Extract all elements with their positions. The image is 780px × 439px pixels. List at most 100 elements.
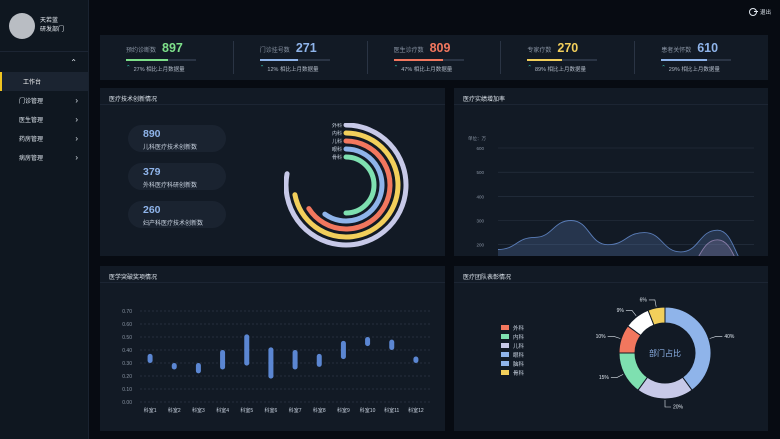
arrow-up-icon: ⌃ (527, 65, 532, 71)
sidebar: 天若蓝 研发部门 ⌃ 工作台 门诊管理 › 医生管理 › 药房管理 › 病房管理… (0, 0, 89, 439)
nav-item-workbench[interactable]: 工作台 (0, 72, 88, 91)
y-tick-label: 0.00 (122, 400, 132, 406)
donut-leader-line (664, 400, 671, 408)
y-tick-label: 0.30 (122, 361, 132, 367)
radial-label: 眼科 (332, 146, 342, 153)
radial-bar (284, 123, 409, 248)
range-bar (389, 339, 395, 350)
donut-leader-line (607, 336, 621, 339)
legend-label: 眼科 (513, 352, 525, 359)
kpi-pediatrics: 890 儿科医疗技术创新数 (128, 125, 226, 152)
nav-item-doctors[interactable]: 医生管理 › (0, 110, 88, 129)
chevron-right-icon: › (75, 96, 78, 105)
radial-bar (343, 154, 377, 216)
user-name: 天若蓝 (40, 17, 59, 24)
chevron-up-icon[interactable]: ⌃ (70, 57, 77, 67)
chevron-right-icon: › (75, 153, 78, 162)
stat-progress (661, 59, 732, 61)
stat-progress (126, 59, 196, 61)
legend-swatch (501, 370, 509, 375)
stat-value: 270 (557, 41, 579, 55)
stat-progress-fill (126, 59, 168, 61)
x-tick-label: 科室11 (384, 407, 399, 414)
arrow-up-icon: ⌃ (661, 65, 666, 71)
radial-label: 内科 (332, 130, 342, 137)
y-tick-label: 200 (476, 243, 484, 248)
chevron-right-icon: › (75, 115, 78, 124)
stat-label: 专家疗数 (527, 48, 552, 54)
stat-progress-fill (527, 59, 563, 61)
stat-progress-fill (661, 59, 707, 61)
stat-value: 809 (429, 41, 451, 55)
panel-title: 医疗团队表彰情况 (454, 266, 768, 283)
team-panel: 医疗团队表彰情况 外科 内科 儿科 眼科 脑科 骨科 40% 20% 15% 10% 9% 6% 部门… (454, 266, 768, 431)
x-tick-label: 科室12 (408, 407, 424, 414)
donut-slice (647, 306, 666, 326)
range-bar (171, 363, 177, 370)
range-bar (365, 337, 371, 347)
kpi-surgery: 379 外科医疗科研创新数 (128, 163, 226, 190)
stat-progress (393, 59, 464, 61)
legend-swatch (501, 325, 509, 330)
y-tick-label: 0.40 (122, 348, 132, 354)
nav-item-pharmacy[interactable]: 药房管理 › (0, 129, 88, 148)
legend-swatch (501, 352, 509, 357)
stat-label: 预约诊断数 (126, 48, 157, 54)
x-tick-label: 科室3 (192, 407, 205, 414)
range-bar (244, 334, 250, 366)
growth-panel: 医疗实绩增加率 单位：万0100200300400500600201020112… (454, 88, 768, 256)
stat-progress-fill (393, 59, 443, 61)
range-bar (147, 353, 153, 363)
nav-collapse[interactable]: ⌃ (0, 52, 88, 72)
y-tick-label: 0.50 (122, 335, 132, 341)
range-bar (316, 353, 322, 367)
legend-item: 外科 (501, 323, 524, 332)
donut-leader-line (625, 310, 637, 317)
stat-label: 门诊挂号数 (259, 48, 290, 54)
radial-bar (306, 138, 393, 232)
radial-bar (322, 146, 385, 224)
nav-item-label: 门诊管理 (19, 99, 44, 105)
y-tick-label: 0.70 (122, 309, 132, 315)
kpi-label: 外科医疗科研创新数 (143, 183, 198, 189)
legend-item: 内科 (501, 332, 524, 341)
legend-item: 眼科 (501, 350, 524, 359)
donut-center-label: 部门占比 (649, 348, 681, 358)
range-bar (268, 347, 274, 379)
range-bar (220, 350, 226, 370)
logout-button[interactable]: 退出 (748, 8, 771, 16)
user-profile: 天若蓝 研发部门 (0, 0, 88, 52)
logout-label: 退出 (759, 10, 771, 16)
stats-strip: 预约诊断数 897 ⌃ 27% 相比上月数据量 门诊挂号数 271 ⌃ 12% 相比上月数据量… (100, 35, 768, 80)
nav-item-wards[interactable]: 病房管理 › (0, 148, 88, 167)
range-bar (413, 356, 419, 363)
donut-leader-line (648, 299, 657, 307)
arrow-up-icon: ⌃ (393, 65, 399, 71)
donut-leader-line (610, 374, 624, 378)
chevron-right-icon: › (75, 134, 78, 143)
legend-item: 骨科 (501, 368, 524, 377)
stat-card: 门诊挂号数 271 ⌃ 12% 相比上月数据量 (234, 41, 368, 74)
stat-label: 患者关怀数 (661, 48, 692, 54)
x-tick-label: 科室4 (216, 407, 229, 414)
range-bar (340, 340, 346, 360)
y-axis-label: 单位：万 (468, 135, 486, 142)
y-tick-label: 0.20 (122, 374, 132, 380)
nav-item-label: 工作台 (23, 80, 42, 86)
radial-bar (292, 130, 401, 240)
x-tick-label: 科室5 (240, 407, 253, 414)
legend-label: 内科 (513, 334, 525, 341)
logout-icon (748, 8, 758, 16)
panel-title: 医疗实绩增加率 (454, 88, 768, 105)
x-tick-label: 科室1 (144, 407, 157, 414)
radial-label: 儿科 (332, 138, 342, 145)
legend-item: 儿科 (501, 341, 524, 350)
kpi-obstetrics: 260 妇产科医疗技术创新数 (128, 201, 226, 228)
avatar[interactable] (9, 12, 35, 39)
nav-item-outpatient[interactable]: 门诊管理 › (0, 91, 88, 110)
legend-swatch (501, 343, 509, 348)
donut-data-label: 6% (640, 298, 648, 304)
y-tick-label: 500 (476, 170, 484, 175)
user-dept: 研发部门 (40, 26, 65, 33)
